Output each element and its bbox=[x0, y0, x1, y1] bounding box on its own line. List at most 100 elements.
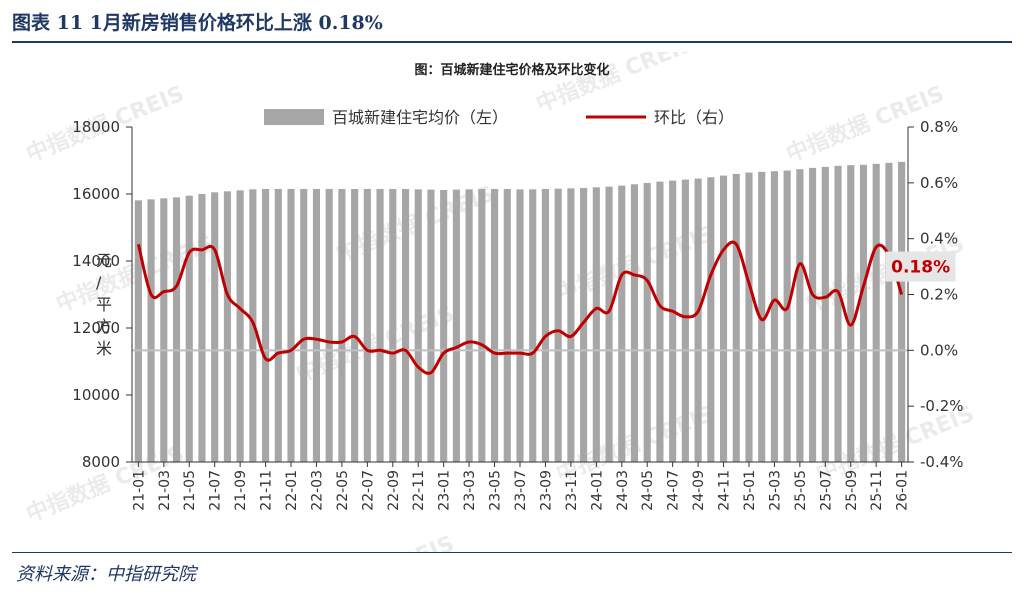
left-tick-label: 18000 bbox=[72, 118, 120, 136]
legend-bar-swatch bbox=[264, 109, 324, 125]
price-bar bbox=[134, 200, 142, 463]
price-bar bbox=[160, 198, 168, 463]
y-axis-label-char: 米 bbox=[96, 339, 112, 358]
mom-change-line bbox=[136, 240, 904, 375]
x-tick-label: 26-01 bbox=[895, 470, 911, 511]
price-bar bbox=[440, 189, 448, 463]
price-bar bbox=[605, 186, 613, 462]
x-tick-label: 22-01 bbox=[284, 470, 300, 511]
source-note: 资料来源：中指研究院 bbox=[16, 564, 196, 585]
left-tick-label: 10000 bbox=[72, 386, 120, 404]
price-bar bbox=[325, 188, 333, 462]
y-axis-label-char: / bbox=[96, 273, 102, 292]
y-axis-label-char: 元 bbox=[96, 251, 112, 270]
price-bar bbox=[847, 165, 855, 462]
x-tick-label: 24-11 bbox=[717, 470, 733, 511]
price-bar bbox=[236, 190, 244, 462]
left-tick-label: 16000 bbox=[72, 185, 120, 203]
right-tick-label: 0.8% bbox=[920, 118, 958, 136]
right-tick-label: -0.2% bbox=[920, 397, 964, 415]
price-bar bbox=[262, 188, 270, 462]
price-bars bbox=[134, 161, 906, 463]
legend-line-label: 环比（右） bbox=[654, 108, 734, 127]
x-tick-label: 23-07 bbox=[513, 470, 529, 511]
left-y-axis: 8000 10000 12000 14000 16000 18000 bbox=[72, 118, 132, 471]
x-tick-label: 24-09 bbox=[691, 470, 707, 511]
price-bar bbox=[185, 195, 193, 463]
right-tick-label: 0.0% bbox=[920, 341, 958, 359]
price-bar bbox=[351, 188, 359, 462]
price-bar bbox=[376, 188, 384, 462]
price-bar bbox=[872, 163, 880, 462]
x-tick-label: 24-07 bbox=[666, 470, 682, 511]
left-tick-label: 12000 bbox=[72, 319, 120, 337]
price-bar bbox=[554, 188, 562, 462]
price-bar bbox=[427, 189, 435, 462]
price-bar bbox=[656, 181, 664, 463]
x-tick-label: 21-09 bbox=[233, 470, 249, 511]
x-tick-label: 23-03 bbox=[462, 470, 478, 511]
y-axis-label-char: 平 bbox=[96, 295, 112, 314]
x-tick-label: 22-09 bbox=[386, 470, 402, 511]
chart-legend: 百城新建住宅均价（左） 环比（右） bbox=[264, 108, 734, 127]
x-tick-label: 22-07 bbox=[360, 470, 376, 511]
y-axis-label-left: 元 / 平方米 bbox=[96, 251, 112, 358]
right-tick-label: -0.4% bbox=[920, 453, 964, 471]
x-tick-label: 25-05 bbox=[793, 470, 809, 511]
price-bar bbox=[580, 187, 588, 462]
price-bar bbox=[147, 199, 155, 463]
x-tick-label: 23-11 bbox=[564, 470, 580, 511]
price-bar bbox=[732, 173, 740, 462]
right-tick-label: 0.6% bbox=[920, 174, 958, 192]
watermark-text: 中指数据 CREIS bbox=[293, 531, 458, 552]
price-bar bbox=[834, 165, 842, 463]
right-tick-label: 0.4% bbox=[920, 230, 958, 248]
price-bar bbox=[516, 189, 524, 462]
y-axis-label-char: 方 bbox=[96, 317, 112, 336]
x-tick-label: 24-03 bbox=[615, 470, 631, 511]
price-bar bbox=[503, 188, 511, 462]
latest-value-label: 0.18% bbox=[891, 258, 950, 278]
latest-value-callout: 0.18% bbox=[885, 251, 956, 282]
legend-bar-label: 百城新建住宅均价（左） bbox=[332, 108, 508, 127]
x-tick-label: 24-05 bbox=[640, 470, 656, 511]
x-tick-label: 24-01 bbox=[589, 470, 605, 511]
price-bar bbox=[465, 189, 473, 462]
price-bar bbox=[172, 197, 181, 462]
x-tick-label: 22-05 bbox=[335, 470, 351, 511]
x-tick-label: 25-11 bbox=[869, 470, 885, 511]
price-bar bbox=[363, 188, 371, 462]
x-tick-label: 21-07 bbox=[208, 470, 224, 511]
price-bar bbox=[630, 184, 639, 462]
x-tick-label: 22-11 bbox=[411, 470, 427, 511]
price-bar bbox=[783, 170, 791, 463]
price-bar bbox=[287, 188, 295, 462]
price-bar bbox=[490, 188, 499, 462]
price-bar bbox=[719, 175, 728, 462]
price-bar bbox=[885, 162, 893, 462]
left-tick-label: 14000 bbox=[72, 252, 120, 270]
x-tick-label: 25-07 bbox=[818, 470, 834, 511]
price-bar bbox=[770, 171, 778, 462]
price-bar bbox=[401, 188, 410, 462]
price-bar bbox=[681, 179, 689, 462]
x-tick-label: 22-03 bbox=[309, 470, 325, 511]
x-tick-label: 21-05 bbox=[182, 470, 198, 511]
right-tick-label: 0.2% bbox=[920, 286, 958, 304]
price-bar bbox=[211, 192, 219, 462]
price-bar bbox=[300, 188, 308, 462]
price-bar bbox=[796, 169, 804, 462]
price-bar bbox=[669, 180, 677, 462]
price-bar bbox=[707, 177, 715, 462]
right-y-axis: -0.4% -0.2% 0.0% 0.2% 0.4% 0.6% 0.8% bbox=[908, 118, 964, 471]
price-bar bbox=[223, 191, 231, 462]
x-tick-label: 23-01 bbox=[437, 470, 453, 511]
price-bar bbox=[452, 189, 460, 462]
price-bar bbox=[312, 188, 321, 462]
chart-subtitle: 图：百城新建住宅价格及环比变化 bbox=[414, 62, 609, 78]
price-bar bbox=[821, 166, 829, 462]
price-bar bbox=[338, 188, 346, 462]
price-bar bbox=[758, 171, 766, 462]
price-bar bbox=[274, 188, 282, 462]
price-bar bbox=[694, 178, 702, 462]
